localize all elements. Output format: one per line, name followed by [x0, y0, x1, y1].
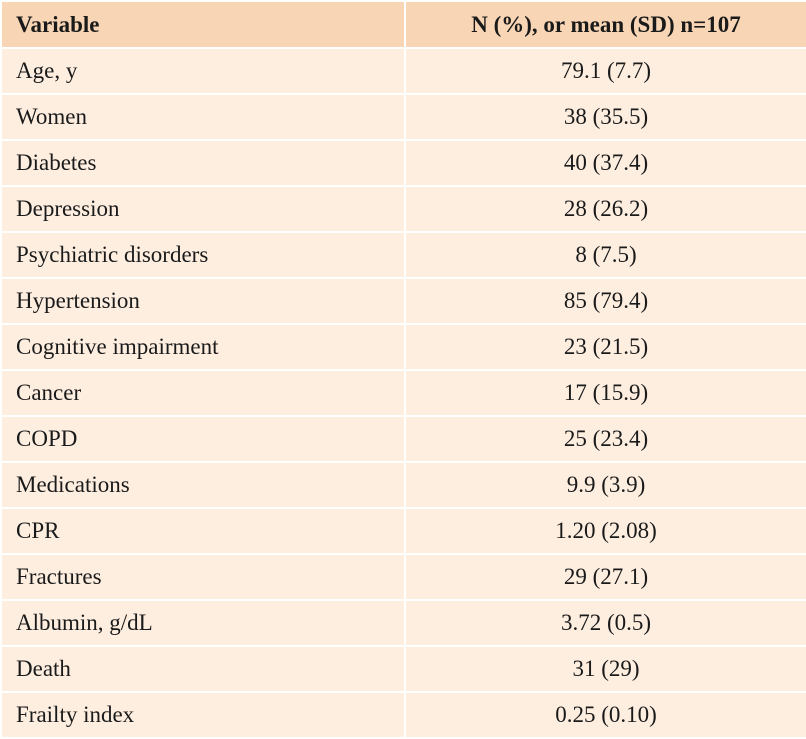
variable-cell: Fractures: [0, 553, 406, 601]
variable-cell: Medications: [0, 461, 406, 509]
table-row: Psychiatric disorders 8 (7.5): [0, 231, 806, 279]
variable-cell: Age, y: [0, 47, 406, 95]
value-cell: 8 (7.5): [404, 231, 806, 279]
table-row: Age, y 79.1 (7.7): [0, 47, 806, 95]
variable-cell: CPR: [0, 507, 406, 555]
table-row: Depression 28 (26.2): [0, 185, 806, 233]
variable-cell: Cancer: [0, 369, 406, 417]
table-row: Fractures 29 (27.1): [0, 553, 806, 601]
value-cell: 31 (29): [404, 645, 806, 693]
variable-cell: Hypertension: [0, 277, 406, 325]
variable-cell: Cognitive impairment: [0, 323, 406, 371]
table-row: Hypertension 85 (79.4): [0, 277, 806, 325]
variable-cell: Albumin, g/dL: [0, 599, 406, 647]
header-variable: Variable: [0, 0, 406, 49]
table-row: Albumin, g/dL 3.72 (0.5): [0, 599, 806, 647]
table-row: Cognitive impairment 23 (21.5): [0, 323, 806, 371]
table-row: Cancer 17 (15.9): [0, 369, 806, 417]
value-cell: 23 (21.5): [404, 323, 806, 371]
value-cell: 9.9 (3.9): [404, 461, 806, 509]
value-cell: 25 (23.4): [404, 415, 806, 463]
table-header-row: Variable N (%), or mean (SD) n=107: [0, 0, 806, 49]
header-value: N (%), or mean (SD) n=107: [404, 0, 806, 49]
variable-cell: COPD: [0, 415, 406, 463]
value-cell: 29 (27.1): [404, 553, 806, 601]
value-cell: 1.20 (2.08): [404, 507, 806, 555]
variable-cell: Frailty index: [0, 691, 406, 739]
value-cell: 0.25 (0.10): [404, 691, 806, 739]
value-cell: 85 (79.4): [404, 277, 806, 325]
variable-cell: Diabetes: [0, 139, 406, 187]
variable-cell: Women: [0, 93, 406, 141]
value-cell: 28 (26.2): [404, 185, 806, 233]
table-row: Medications 9.9 (3.9): [0, 461, 806, 509]
variable-cell: Psychiatric disorders: [0, 231, 406, 279]
value-cell: 79.1 (7.7): [404, 47, 806, 95]
table-row: Diabetes 40 (37.4): [0, 139, 806, 187]
value-cell: 3.72 (0.5): [404, 599, 806, 647]
variable-cell: Death: [0, 645, 406, 693]
table-row: Frailty index 0.25 (0.10): [0, 691, 806, 739]
table-row: Women 38 (35.5): [0, 93, 806, 141]
table-row: COPD 25 (23.4): [0, 415, 806, 463]
value-cell: 17 (15.9): [404, 369, 806, 417]
table-row: Death 31 (29): [0, 645, 806, 693]
value-cell: 40 (37.4): [404, 139, 806, 187]
variable-cell: Depression: [0, 185, 406, 233]
table-row: CPR 1.20 (2.08): [0, 507, 806, 555]
value-cell: 38 (35.5): [404, 93, 806, 141]
